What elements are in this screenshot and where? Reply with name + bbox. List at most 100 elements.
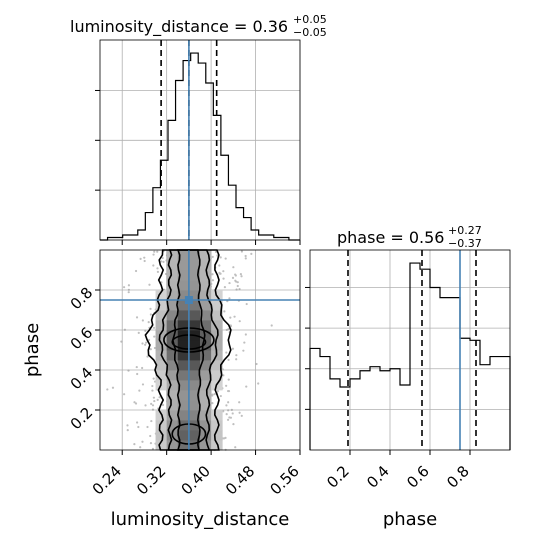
density-cell: [200, 260, 212, 271]
scatter-point: [223, 286, 227, 289]
scatter-point: [160, 260, 163, 263]
phase-x-tick-label: 0.2: [323, 462, 353, 492]
density-cell: [188, 320, 201, 331]
phase-y-tick-label: 0.6: [67, 324, 97, 354]
scatter-point: [223, 310, 226, 313]
scatter-point: [226, 389, 230, 393]
phase-histogram-panel: phase = 0.56 +0.27 −0.37 0.2 0.4 0.6 0.8: [305, 224, 511, 492]
scatter-point: [211, 279, 215, 282]
scatter-point: [161, 256, 164, 260]
scatter-point: [156, 270, 160, 273]
scatter-point: [211, 401, 214, 405]
scatter-point: [227, 401, 230, 404]
scatter-point: [151, 404, 155, 407]
density-cell: [155, 290, 168, 301]
scatter-point: [147, 338, 151, 342]
scatter-point: [136, 372, 139, 376]
scatter-point: [216, 390, 220, 393]
density-cell: [166, 310, 179, 321]
density-cell: [166, 410, 179, 421]
scatter-point: [227, 378, 230, 381]
scatter-point: [150, 419, 153, 423]
luminosity-distance-title-sup: +0.05: [293, 13, 327, 26]
density-cell: [188, 360, 201, 371]
phase-y-tick-label: 0.8: [67, 284, 97, 314]
scatter-point: [236, 281, 239, 284]
density-cell: [177, 320, 190, 331]
scatter-point: [151, 447, 155, 450]
scatter-point: [235, 358, 238, 361]
density-cell: [188, 440, 201, 451]
scatter-point: [134, 269, 138, 273]
density-cell: [166, 300, 179, 311]
scatter-point: [239, 272, 242, 276]
scatter-point: [141, 342, 144, 345]
density-cell: [166, 390, 179, 401]
density-cell: [188, 300, 201, 311]
density-cell: [177, 310, 190, 321]
scatter-point: [235, 354, 238, 357]
density-cell: [211, 320, 223, 331]
density-cell: [200, 390, 212, 401]
scatter-point: [141, 440, 144, 443]
scatter-point: [149, 313, 152, 316]
density-cell: [177, 400, 190, 411]
density-cell: [177, 280, 190, 291]
scatter-point: [139, 257, 142, 260]
scatter-point: [146, 425, 149, 429]
density-cell: [177, 250, 190, 261]
scatter-point: [144, 329, 147, 333]
joint-density-cells: [155, 250, 223, 451]
phase-y-tick-label: 0.2: [67, 404, 97, 434]
phase-title-sup: +0.27: [448, 224, 482, 237]
scatter-point: [137, 331, 140, 334]
density-cell: [211, 420, 223, 431]
axis-labels: luminosity_distance phase phase: [22, 323, 437, 530]
scatter-point: [231, 412, 234, 415]
scatter-point: [270, 324, 273, 327]
scatter-point: [219, 256, 222, 259]
density-cell: [166, 360, 179, 371]
density-cell: [188, 390, 201, 401]
phase-x-tick-label: 0.8: [443, 462, 473, 492]
scatter-point: [238, 320, 241, 323]
scatter-point: [152, 253, 155, 256]
scatter-point: [244, 257, 247, 260]
luminosity-distance-x-tick-label: 0.24: [89, 462, 125, 498]
density-cell: [166, 270, 179, 281]
scatter-point: [156, 250, 159, 253]
scatter-point: [225, 351, 228, 354]
density-cell: [211, 340, 223, 351]
scatter-point: [144, 404, 147, 407]
scatter-point: [152, 264, 155, 267]
scatter-point: [238, 401, 241, 404]
scatter-point: [222, 270, 225, 273]
scatter-point: [234, 279, 237, 282]
scatter-point: [139, 446, 142, 449]
scatter-point: [228, 281, 231, 285]
scatter-point: [234, 446, 237, 449]
scatter-point: [153, 335, 156, 338]
scatter-point: [143, 256, 146, 259]
phase-frame: [309, 249, 511, 451]
scatter-point: [229, 324, 232, 327]
density-cell: [166, 350, 179, 361]
scatter-point: [245, 302, 248, 306]
density-cell: [188, 400, 201, 411]
density-cell: [200, 400, 212, 411]
density-cell: [188, 370, 201, 381]
density-cell: [188, 410, 201, 421]
density-cell: [200, 360, 212, 371]
scatter-point: [222, 410, 225, 413]
density-cell: [166, 280, 179, 291]
scatter-point: [211, 255, 214, 258]
joint-truth-marker: [184, 296, 193, 304]
density-cell: [177, 440, 190, 451]
density-cell: [211, 440, 223, 451]
density-cell: [177, 300, 190, 311]
scatter-point: [257, 382, 260, 385]
density-cell: [155, 440, 168, 451]
luminosity-distance-x-tick-label: 0.40: [178, 462, 214, 498]
density-cell: [200, 300, 212, 311]
density-cell: [200, 280, 212, 291]
